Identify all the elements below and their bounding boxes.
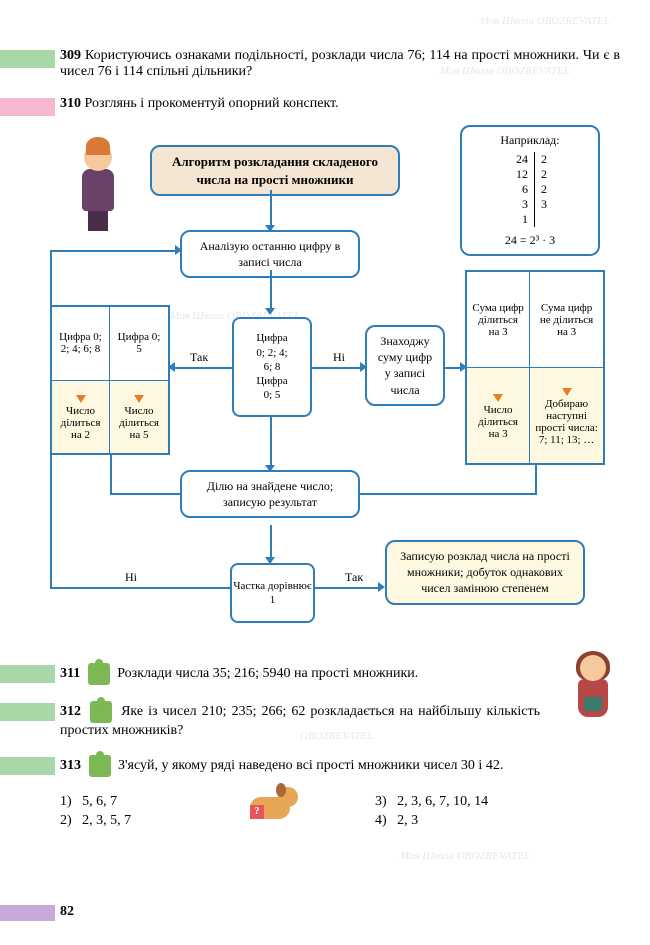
task-bar	[0, 703, 55, 721]
options-list: 1) 5, 6, 7 2) 2, 3, 5, 7 ? 3) 2, 3, 6, 7…	[0, 785, 650, 838]
task-bar	[0, 50, 55, 68]
example-box: Наприклад: 242 122 62 33 1 24 = 2³ · 3	[460, 125, 600, 256]
arrow-down-icon	[134, 395, 144, 403]
example-title: Наприклад:	[474, 133, 586, 148]
task-bar	[0, 665, 55, 683]
sum-box: Знаходжу суму цифр у записі числа	[365, 325, 445, 406]
flowchart-title-box: Алгоритм розкладання складеного числа на…	[150, 145, 400, 196]
arrow-down-icon	[562, 388, 572, 396]
task-310: 310 Розглянь і прокоментуй опорний консп…	[0, 88, 650, 120]
right-split-table: Сума цифр ділиться на 3 Число ділиться н…	[465, 270, 605, 465]
task-number: 313	[60, 758, 81, 773]
page-bar	[0, 905, 55, 921]
flowchart-title: Алгоритм розкладання складеного числа на…	[172, 154, 378, 187]
label-yes: Так	[190, 350, 208, 365]
task-text: Розклади числа 35; 216; 5940 на прості м…	[117, 666, 418, 681]
watermark: Моя Школа OBOZREVATEL	[400, 850, 530, 862]
dog-illustration: ?	[250, 787, 305, 827]
task-312: 312 Яке із чисел 210; 235; 266; 62 розкл…	[0, 693, 650, 747]
task-313: 313 З'ясуй, у якому ряді наведено всі пр…	[0, 747, 650, 785]
task-number: 310	[60, 96, 81, 111]
task-text: Користуючись ознаками подільності, розкл…	[60, 48, 620, 79]
diamond-quotient-check: Частка дорівнює 1	[230, 563, 315, 623]
page-number: 82	[60, 904, 74, 920]
puzzle-icon	[90, 701, 112, 723]
task-number: 309	[60, 48, 81, 63]
left-split-table: Цифра 0; 2; 4; 6; 8 Число ділиться на 2 …	[50, 305, 170, 455]
example-result: 24 = 2³ · 3	[474, 233, 586, 248]
label-no: Ні	[333, 350, 345, 365]
task-text: З'ясуй, у якому ряді наведено всі прості…	[118, 758, 503, 773]
task-number: 311	[60, 666, 80, 681]
task-bar	[0, 757, 55, 775]
task-number: 312	[60, 704, 81, 719]
flowchart-diagram: Алгоритм розкладання складеного числа на…	[20, 125, 630, 645]
diamond-digit-check: Цифра 0; 2; 4; 6; 8 Цифра 0; 5	[232, 317, 312, 417]
task-309: 309 Користуючись ознаками подільності, р…	[0, 0, 650, 88]
arrow-down-icon	[76, 395, 86, 403]
teacher-illustration	[70, 143, 125, 238]
task-text: Яке із чисел 210; 235; 266; 62 розкладає…	[60, 704, 540, 738]
divide-box: Ділю на знайдене число; записую результа…	[180, 470, 360, 518]
arrow-down-icon	[493, 394, 503, 402]
label-no: Ні	[125, 570, 137, 585]
task-text: Розглянь і прокоментуй опорний конспект.	[85, 96, 339, 111]
task-bar	[0, 98, 55, 116]
final-box: Записую розклад числа на прості множники…	[385, 540, 585, 605]
puzzle-icon	[89, 755, 111, 777]
puzzle-icon	[88, 663, 110, 685]
label-yes: Так	[345, 570, 363, 585]
task-311: 311 Розклади числа 35; 216; 5940 на прос…	[0, 655, 650, 693]
